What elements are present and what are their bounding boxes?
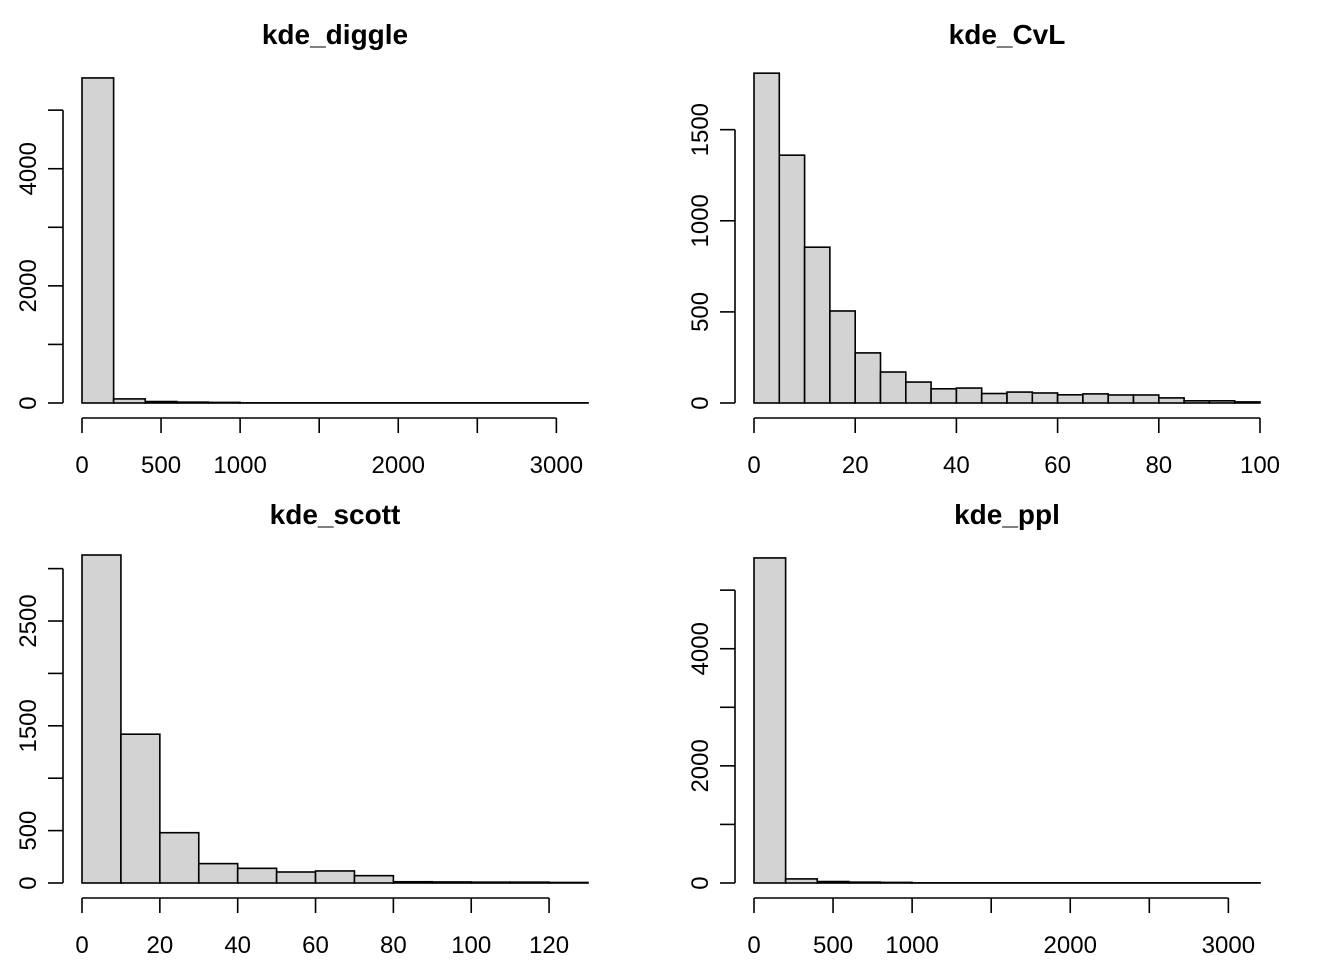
x-tick-label: 80 — [1145, 452, 1172, 479]
histogram-bar — [830, 311, 855, 403]
histogram-bar — [160, 833, 199, 883]
y-tick-label: 4000 — [687, 622, 714, 675]
x-tick-label: 0 — [747, 452, 760, 479]
x-tick-label: 100 — [1240, 452, 1280, 479]
histogram-bar — [549, 882, 588, 883]
panel-title: kde_diggle — [262, 19, 408, 50]
x-tick-label: 20 — [842, 452, 869, 479]
x-tick-label: 500 — [141, 452, 181, 479]
y-tick-label: 0 — [15, 876, 42, 889]
histogram-panel-3: kde_scott 0 20 40 60 80 100 120 0 500 1500 2500 — [15, 499, 588, 959]
y-tick-label: 0 — [687, 876, 714, 889]
histogram-bar — [779, 155, 804, 403]
panel-title: kde_ppl — [954, 499, 1060, 530]
x-tick-label: 80 — [380, 932, 407, 959]
y-tick-label: 500 — [15, 811, 42, 851]
histogram-bar — [82, 555, 121, 883]
histogram-bar — [1184, 401, 1209, 403]
x-tick-label: 60 — [1044, 452, 1071, 479]
y-tick-label: 500 — [687, 292, 714, 332]
y-tick-label: 2000 — [687, 739, 714, 792]
y-tick-label: 2500 — [15, 594, 42, 647]
histogram-bar — [1058, 395, 1083, 403]
histogram-bar — [1083, 394, 1108, 403]
histogram-bar — [1159, 398, 1184, 403]
x-tick-label: 20 — [146, 932, 173, 959]
histogram-bar — [277, 872, 316, 883]
x-tick-label: 60 — [302, 932, 329, 959]
histogram-bar — [1209, 401, 1234, 403]
x-tick-label: 500 — [813, 932, 853, 959]
y-tick-label: 0 — [15, 396, 42, 409]
x-tick-label: 0 — [75, 452, 88, 479]
x-tick-label: 0 — [75, 932, 88, 959]
histogram-panel-1: kde_diggle 0 500 1000 2000 3000 0 2000 4000 — [15, 19, 588, 479]
x-tick-label: 2000 — [372, 452, 425, 479]
histogram-bar — [982, 394, 1007, 403]
histogram-bar — [199, 864, 238, 883]
x-tick-label: 40 — [943, 452, 970, 479]
y-tick-label: 1000 — [687, 194, 714, 247]
histogram-bar — [881, 372, 906, 403]
histogram-bar — [471, 882, 510, 883]
histogram-bar — [145, 402, 177, 403]
panel-title: kde_scott — [270, 499, 401, 530]
histogram-bar — [906, 382, 931, 403]
histogram-bar — [121, 734, 160, 883]
histogram-bar — [817, 882, 849, 883]
histogram-panel-4: kde_ppl 0 500 1000 2000 3000 0 2000 4000 — [687, 499, 1260, 959]
x-tick-label: 0 — [747, 932, 760, 959]
histogram-bar — [931, 389, 956, 403]
x-tick-label: 1000 — [213, 452, 266, 479]
histogram-bar — [1007, 392, 1032, 403]
x-tick-label: 2000 — [1044, 932, 1097, 959]
x-tick-label: 40 — [224, 932, 251, 959]
histogram-bar — [354, 876, 393, 883]
x-tick-label: 100 — [451, 932, 491, 959]
histogram-bar — [114, 399, 146, 403]
y-tick-label: 2000 — [15, 259, 42, 312]
histogram-bar — [238, 868, 277, 883]
histogram-bar — [432, 882, 471, 883]
histogram-bar — [855, 353, 880, 403]
panel-title: kde_CvL — [949, 19, 1066, 50]
histogram-bar — [881, 882, 913, 883]
histogram-bar — [1134, 395, 1159, 403]
histogram-bar — [393, 882, 432, 883]
y-tick-label: 0 — [687, 396, 714, 409]
histogram-bar — [1032, 393, 1057, 403]
histogram-bar — [849, 882, 881, 883]
histogram-bar — [510, 882, 549, 883]
y-tick-label: 1500 — [687, 103, 714, 156]
y-tick-label: 1500 — [15, 699, 42, 752]
histogram-bar — [786, 879, 818, 883]
histogram-bar — [316, 871, 355, 883]
histogram-bar — [956, 388, 981, 403]
histogram-bar — [805, 247, 830, 403]
x-tick-label: 3000 — [1202, 932, 1255, 959]
histogram-bar — [209, 402, 241, 403]
histogram-bar — [754, 73, 779, 403]
histogram-bar — [82, 78, 114, 403]
histogram-bar — [177, 402, 209, 403]
x-tick-label: 3000 — [530, 452, 583, 479]
x-tick-label: 1000 — [885, 932, 938, 959]
y-tick-label: 4000 — [15, 142, 42, 195]
histogram-bar — [1235, 402, 1260, 403]
x-tick-label: 120 — [529, 932, 569, 959]
histogram-bar — [754, 558, 786, 883]
histogram-bar — [1108, 395, 1133, 403]
